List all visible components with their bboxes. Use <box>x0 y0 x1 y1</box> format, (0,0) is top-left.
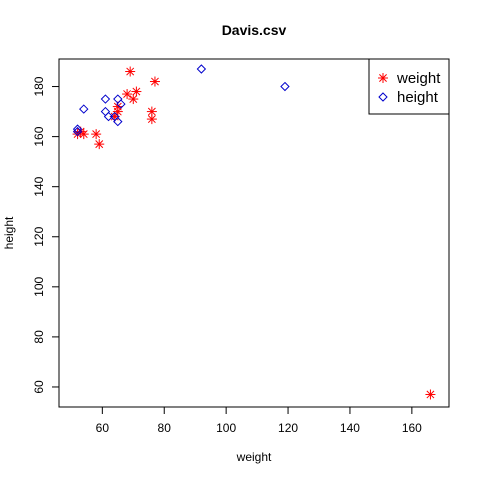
point-weight <box>149 76 160 87</box>
y-tick-label: 120 <box>32 226 46 246</box>
x-tick-label: 80 <box>158 421 172 435</box>
point-weight <box>146 114 157 125</box>
x-tick-label: 120 <box>278 421 298 435</box>
point-height <box>103 111 114 122</box>
data-points <box>72 64 436 400</box>
y-tick-label: 180 <box>32 76 46 96</box>
y-tick-label: 80 <box>32 330 46 344</box>
x-axis: 60 80 100 120 140 160 <box>96 407 422 435</box>
chart-title: Davis.csv <box>222 22 287 38</box>
legend: weight height <box>368 58 450 115</box>
point-weight <box>125 66 136 77</box>
point-weight <box>425 389 436 400</box>
point-weight <box>128 94 139 105</box>
legend-box <box>368 58 450 115</box>
y-tick-label: 100 <box>32 276 46 296</box>
y-axis-label: height <box>2 216 16 249</box>
point-height <box>72 124 83 134</box>
x-tick-label: 160 <box>402 421 422 435</box>
point-weight <box>94 139 105 150</box>
y-tick-label: 140 <box>32 176 46 196</box>
plot-frame <box>58 58 450 408</box>
point-height <box>79 104 89 114</box>
point-height <box>100 106 111 117</box>
point-weight <box>91 129 102 140</box>
legend-marker-height <box>378 92 388 102</box>
x-axis-label: weight <box>236 450 272 464</box>
legend-label-height: height <box>397 89 439 106</box>
legend-marker-weight <box>378 73 388 83</box>
point-height <box>113 116 123 127</box>
y-axis: 60 80 100 120 140 160 180 <box>32 76 59 394</box>
point-weight <box>131 86 142 97</box>
point-height <box>196 64 207 74</box>
y-tick-label: 60 <box>32 380 46 394</box>
point-height <box>116 99 126 109</box>
point-height <box>280 81 290 92</box>
x-tick-label: 140 <box>340 421 360 435</box>
point-height <box>100 94 111 104</box>
y-tick-label: 160 <box>32 126 46 146</box>
x-tick-label: 100 <box>216 421 236 435</box>
x-tick-label: 60 <box>96 421 110 435</box>
legend-label-weight: weight <box>396 70 441 87</box>
point-weight <box>122 89 133 100</box>
